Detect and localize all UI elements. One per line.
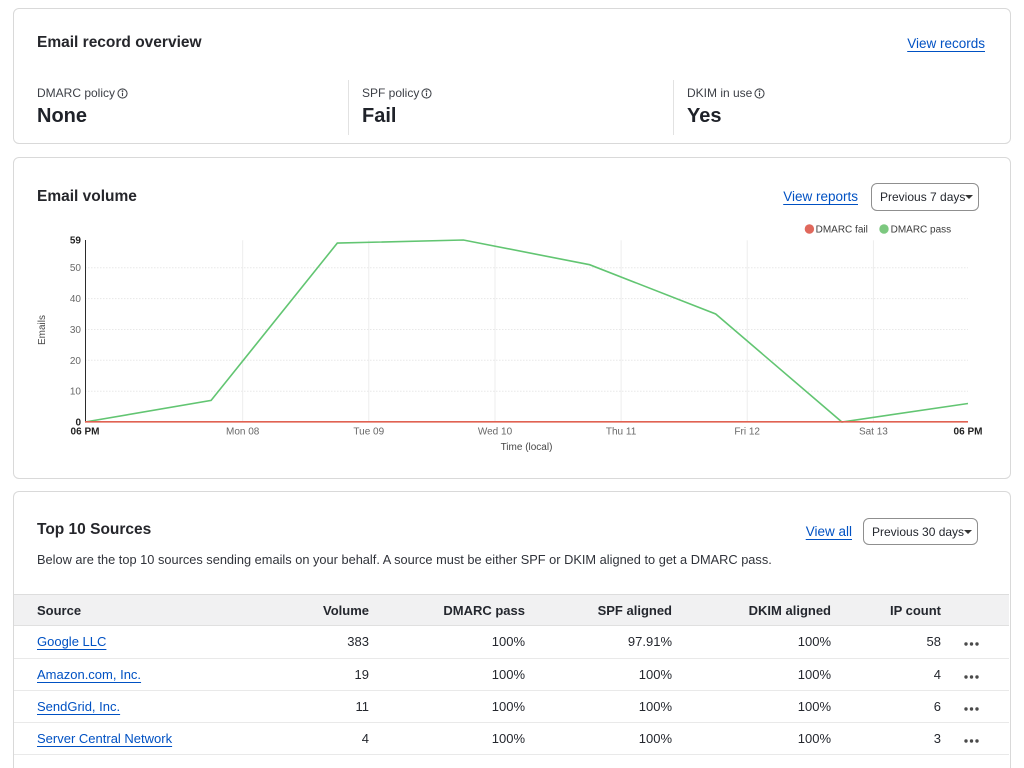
svg-text:Tue 09: Tue 09: [353, 427, 384, 438]
svg-text:50: 50: [70, 263, 82, 274]
svg-text:06 PM: 06 PM: [71, 427, 100, 438]
svg-text:Emails: Emails: [37, 315, 48, 345]
svg-text:30: 30: [70, 325, 82, 336]
svg-text:Fri 12: Fri 12: [734, 427, 760, 438]
svg-text:DMARC fail: DMARC fail: [816, 225, 868, 236]
svg-text:Mon 08: Mon 08: [226, 427, 260, 438]
svg-text:Time (local): Time (local): [501, 442, 553, 453]
svg-text:0: 0: [75, 418, 81, 429]
svg-text:59: 59: [70, 236, 82, 247]
svg-text:Wed 10: Wed 10: [478, 427, 513, 438]
svg-text:Thu 11: Thu 11: [606, 427, 637, 438]
svg-text:06 PM: 06 PM: [954, 427, 983, 438]
svg-text:Sat 13: Sat 13: [859, 427, 888, 438]
svg-text:40: 40: [70, 294, 82, 305]
svg-text:10: 10: [70, 387, 82, 398]
svg-text:20: 20: [70, 356, 82, 367]
svg-text:DMARC pass: DMARC pass: [891, 225, 952, 236]
